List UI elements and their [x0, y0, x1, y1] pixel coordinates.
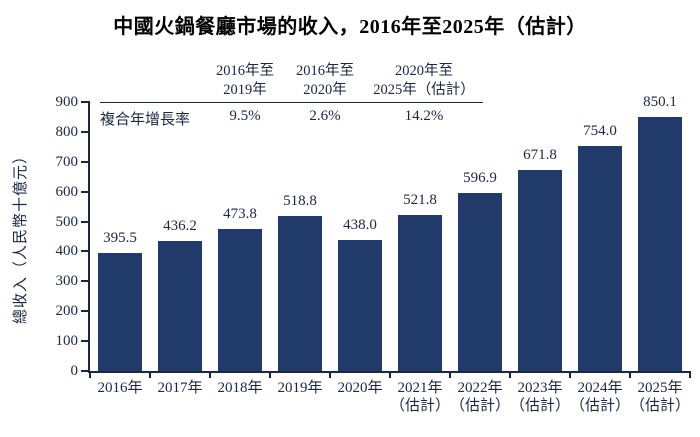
y-axis-tick: [81, 130, 90, 133]
y-axis-tick: [81, 190, 90, 193]
cagr-header-col1: 2016年至 2019年: [205, 62, 285, 100]
x-tick-label-line: 2022年: [457, 380, 503, 396]
bar: [98, 252, 142, 371]
x-axis-tick: [689, 371, 691, 378]
x-tick-label: 2016年: [88, 379, 152, 397]
bar-value-label: 671.8: [523, 147, 557, 164]
y-axis-tick: [81, 310, 90, 313]
x-tick-label: 2021年 （估計）: [388, 379, 452, 415]
y-axis-tick-label: 100: [55, 333, 79, 350]
bar-value-label: 754.0: [583, 122, 617, 139]
cagr-value-col3: 14.2%: [404, 108, 444, 124]
x-tick-label: 2018年: [208, 379, 272, 397]
bar-value-label: 473.8: [223, 206, 257, 223]
x-tick-label-line: （估計）: [509, 398, 570, 414]
x-tick-label: 2022年 （估計）: [448, 379, 512, 415]
y-axis-tick: [81, 370, 90, 372]
x-tick-label: 2017年: [148, 379, 212, 397]
x-axis-tick: [509, 371, 511, 378]
y-axis-tick-label: 900: [55, 94, 79, 110]
x-tick-label-line: 2017年: [157, 380, 203, 396]
cagr-header-col2-line2: 2020年: [303, 82, 347, 98]
y-axis-tick-label: 500: [55, 213, 79, 230]
x-tick-label-line: （估計）: [569, 398, 630, 414]
bar: [638, 116, 682, 371]
y-axis-tick: [81, 250, 90, 253]
cagr-divider: [100, 102, 483, 103]
bar-value-label: 521.8: [403, 192, 437, 209]
x-tick-label-line: 2023年: [517, 380, 563, 396]
chart-title: 中國火鍋餐廳市場的收入，2016年至2025年（估計）: [113, 16, 587, 38]
x-axis-tick: [449, 371, 451, 378]
bar: [218, 229, 262, 371]
y-axis-tick: [81, 101, 90, 103]
bar-value-label: 850.1: [643, 93, 677, 110]
cagr-header-col1-line1: 2016年至: [216, 63, 274, 79]
cagr-table: 2016年至 2019年 2016年至 2020年 2020年至 2025年（估…: [100, 62, 483, 129]
y-axis-tick-label: 700: [55, 153, 79, 170]
x-tick-label: 2023年 （估計）: [508, 379, 572, 415]
cagr-header-col3-line2: 2025年（估計）: [373, 82, 475, 98]
cagr-grid: 2016年至 2019年 2016年至 2020年 2020年至 2025年（估…: [100, 62, 483, 129]
y-axis-tick-label: 200: [55, 303, 79, 320]
x-tick-label-line: 2019年: [277, 380, 323, 396]
cagr-header-col1-line2: 2019年: [223, 82, 267, 98]
x-axis-tick: [89, 371, 91, 378]
x-axis-tick: [389, 371, 391, 378]
bar: [518, 170, 562, 371]
x-tick-label-line: 2016年: [97, 380, 143, 396]
bar-value-label: 395.5: [103, 229, 137, 246]
cagr-value-col1: 9.5%: [229, 108, 261, 124]
bar-value-label: 438.0: [343, 217, 377, 234]
plot-area: 0 100 200 300 400 500 600 700 800 900 395.5 2016年 43…: [56, 94, 691, 414]
y-axis-tick: [81, 160, 90, 163]
y-axis-tick-label: 0: [70, 363, 79, 379]
cagr-value-col2: 2.6%: [309, 108, 341, 124]
x-tick-label-line: 2020年: [337, 380, 383, 396]
bar: [158, 240, 202, 371]
bar: [398, 215, 442, 371]
y-axis-tick: [81, 280, 90, 283]
cagr-row-label: 複合年增長率: [100, 112, 191, 128]
x-tick-label: 2019年: [268, 379, 332, 397]
x-axis-tick: [209, 371, 211, 378]
y-axis-tick: [81, 220, 90, 223]
y-axis-tick-label: 300: [55, 273, 79, 290]
cagr-header-col2: 2016年至 2020年: [285, 62, 365, 100]
y-axis-title: 總收入（人民幣十億元）: [13, 148, 29, 325]
x-axis-tick: [329, 371, 331, 378]
cagr-header-empty: [100, 62, 205, 100]
x-axis-tick: [569, 371, 571, 378]
x-tick-label-line: （估計）: [449, 398, 510, 414]
bar-value-label: 518.8: [283, 192, 317, 209]
y-axis-tick-label: 600: [55, 183, 79, 200]
bar-value-label: 596.9: [463, 169, 497, 186]
x-tick-label-line: （估計）: [389, 398, 450, 414]
y-axis-tick-label: 800: [55, 123, 79, 140]
x-tick-label-line: 2025年: [637, 380, 683, 396]
bar: [338, 240, 382, 371]
x-tick-label-line: 2018年: [217, 380, 263, 396]
x-tick-label: 2024年 （估計）: [568, 379, 632, 415]
y-axis-tick-label: 400: [55, 243, 79, 260]
cagr-header-col3-line1: 2020年至: [395, 63, 453, 79]
x-tick-label-line: 2024年: [577, 380, 623, 396]
bar: [278, 215, 322, 371]
y-axis-tick: [81, 340, 90, 343]
bar: [578, 145, 622, 371]
x-tick-label-line: 2021年: [397, 380, 443, 396]
x-axis-tick: [269, 371, 271, 378]
bar: [458, 192, 502, 371]
x-tick-label-line: （估計）: [629, 398, 690, 414]
x-axis-tick: [149, 371, 151, 378]
x-tick-label: 2025年 （估計）: [628, 379, 692, 415]
cagr-header-col3: 2020年至 2025年（估計）: [365, 62, 483, 100]
x-tick-label: 2020年: [328, 379, 392, 397]
cagr-header-col2-line1: 2016年至: [296, 63, 354, 79]
x-axis-tick: [629, 371, 631, 378]
bar-value-label: 436.2: [163, 217, 197, 234]
